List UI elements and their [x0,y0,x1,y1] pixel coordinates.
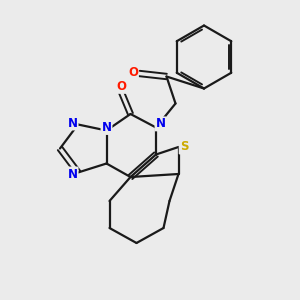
Text: N: N [101,121,112,134]
Text: S: S [180,140,188,154]
Text: O: O [116,80,126,93]
Text: O: O [128,65,138,79]
Text: N: N [68,116,78,130]
Text: N: N [155,117,166,130]
Text: N: N [68,167,78,181]
